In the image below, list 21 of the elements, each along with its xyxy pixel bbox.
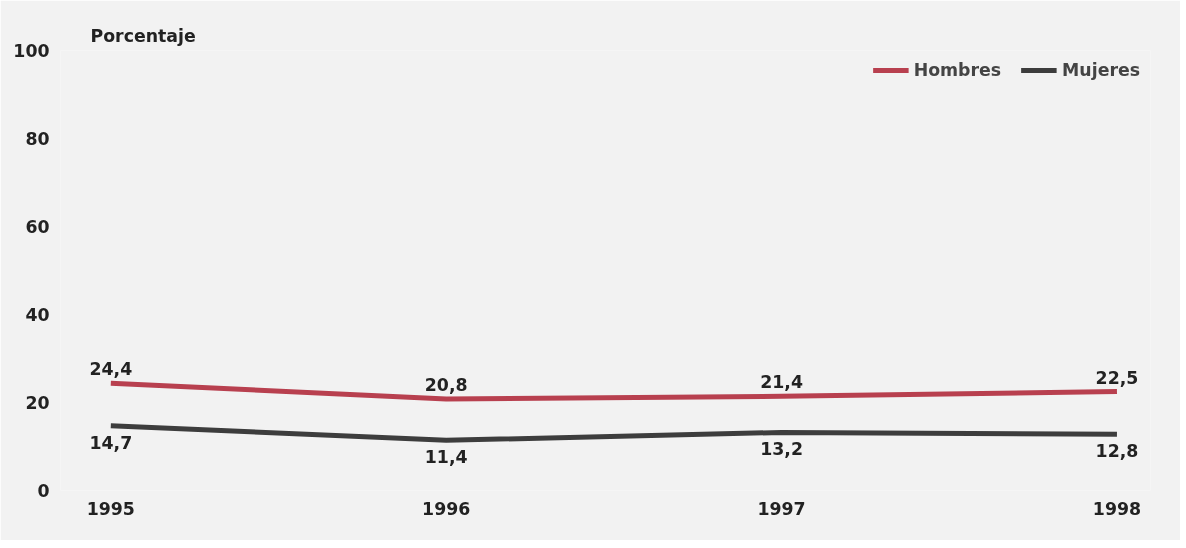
y-tick-label: 20	[25, 393, 50, 413]
data-label: 22,5	[1095, 367, 1139, 388]
y-tick-label: 40	[25, 305, 50, 325]
x-tick-label: 1998	[1092, 498, 1142, 519]
legend-label: Hombres	[913, 60, 1002, 80]
y-tick-label: 80	[25, 129, 50, 149]
x-tick-label: 1997	[757, 498, 806, 519]
data-label: 12,8	[1095, 441, 1139, 462]
x-tick-label: 1996	[422, 498, 471, 519]
data-label: 24,4	[89, 359, 133, 380]
data-label: 21,4	[760, 372, 803, 393]
y-tick-label: 60	[25, 217, 50, 237]
data-label: 13,2	[760, 439, 803, 460]
data-label: 11,4	[424, 447, 468, 468]
x-tick-label: 1995	[86, 498, 135, 519]
legend-label: Mujeres	[1062, 60, 1140, 80]
data-label: 14,7	[89, 432, 133, 453]
data-label: 20,8	[424, 374, 468, 395]
y-tick-label: 0	[37, 481, 50, 501]
y-axis-title: Porcentaje	[90, 25, 196, 46]
y-tick-label: 100	[13, 41, 50, 61]
